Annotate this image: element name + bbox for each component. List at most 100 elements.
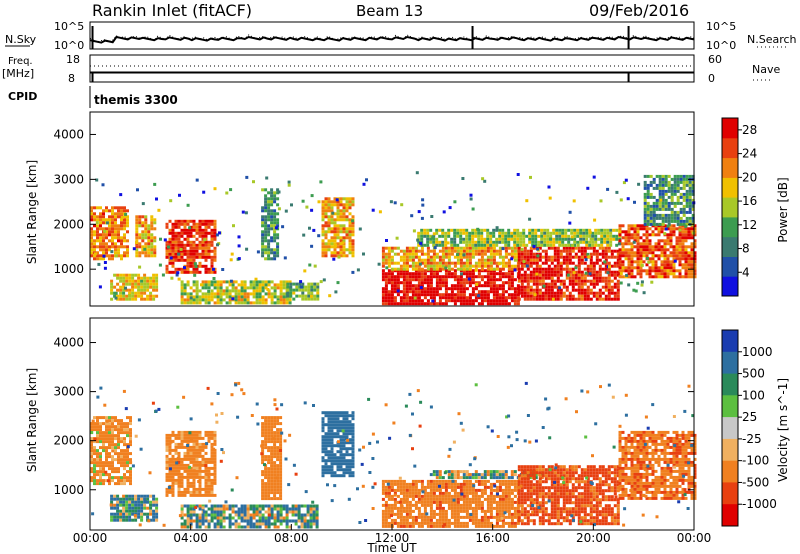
heat-cell	[324, 411, 328, 415]
heat-cell	[510, 299, 514, 303]
heat-cell	[93, 212, 96, 216]
heat-cell	[612, 228, 616, 232]
heat-speckle	[155, 197, 158, 201]
heat-cell	[267, 242, 271, 246]
heat-cell	[315, 510, 319, 514]
heat-speckle	[634, 289, 638, 293]
heat-cell	[267, 209, 271, 213]
heat-cell	[339, 411, 343, 415]
heat-cell	[621, 254, 625, 258]
heat-cell	[180, 504, 184, 508]
heat-cell	[240, 504, 244, 508]
heat-cell	[93, 416, 96, 420]
heat-cell	[510, 278, 514, 282]
heat-cell	[292, 291, 296, 295]
heat-cell	[652, 186, 656, 190]
heat-cell	[210, 478, 214, 482]
heat-cell	[119, 294, 123, 298]
heat-cell	[396, 281, 400, 285]
heat-cell	[405, 293, 409, 297]
heat-cell	[342, 254, 346, 258]
heat-cell	[279, 416, 283, 420]
heat-cell	[390, 299, 394, 303]
heat-cell	[483, 296, 487, 300]
heat-cell	[444, 302, 448, 306]
heat-cell	[477, 290, 481, 294]
heat-speckle	[474, 268, 478, 272]
heat-cell	[183, 292, 187, 296]
heat-cell	[207, 231, 211, 235]
heat-cell	[204, 513, 208, 517]
heat-cell	[264, 494, 268, 498]
heat-cell	[532, 279, 536, 283]
heat-cell	[93, 458, 96, 462]
heat-speckle	[558, 286, 562, 290]
heat-cell	[276, 295, 280, 299]
heat-cell	[186, 504, 190, 508]
heat-cell	[450, 252, 454, 256]
heat-cell	[459, 252, 463, 256]
heat-speckle	[570, 235, 574, 239]
heat-cell	[669, 224, 673, 228]
heat-cell	[213, 504, 217, 508]
heat-cell	[624, 233, 628, 237]
heat-cell	[140, 494, 144, 498]
heat-cell	[468, 281, 472, 285]
heat-cell	[174, 255, 178, 259]
heat-cell	[571, 297, 575, 301]
heat-cell	[131, 497, 135, 501]
heat-cell	[231, 504, 235, 508]
heat-cell	[420, 281, 424, 285]
heat-cell	[111, 437, 114, 441]
heat-cell	[108, 476, 111, 480]
heat-cell	[147, 242, 151, 246]
heat-cell	[180, 475, 184, 479]
heat-cell	[168, 252, 172, 256]
heat-cell	[399, 264, 403, 268]
heat-cell	[438, 267, 442, 271]
heat-cell	[117, 458, 120, 462]
heat-cell	[234, 504, 238, 508]
heat-speckle	[132, 247, 136, 251]
heat-cell	[690, 233, 694, 237]
heat-cell	[462, 290, 466, 294]
heat-cell	[324, 251, 328, 255]
heat-cell	[670, 192, 674, 196]
heat-cell	[667, 219, 671, 223]
heat-cell	[186, 243, 190, 247]
heat-cell	[477, 246, 481, 250]
heat-cell	[520, 261, 524, 265]
heat-cell	[675, 251, 679, 255]
heat-cell	[480, 275, 484, 279]
heat-cell	[486, 272, 490, 276]
heat-cell	[519, 240, 523, 244]
heat-cell	[516, 243, 520, 247]
heat-cell	[501, 272, 505, 276]
heat-cell	[639, 251, 643, 255]
colorbar-swatch	[722, 276, 738, 297]
heat-cell	[264, 416, 268, 420]
heat-cell	[177, 240, 181, 244]
heat-cell	[123, 233, 126, 237]
heat-cell	[330, 209, 334, 213]
heat-cell	[456, 231, 460, 235]
heat-cell	[381, 258, 385, 262]
heat-speckle	[419, 241, 423, 245]
heat-cell	[535, 288, 539, 292]
heat-cell	[402, 258, 406, 262]
heat-cell	[216, 516, 220, 520]
heat-cell	[459, 249, 463, 253]
heat-cell	[141, 239, 145, 243]
heat-cell	[661, 174, 665, 178]
heat-cell	[330, 227, 334, 231]
heat-cell	[117, 467, 120, 471]
heat-cell	[565, 267, 569, 271]
heat-cell	[120, 458, 123, 462]
heat-cell	[676, 213, 680, 217]
heat-cell	[627, 242, 631, 246]
colorbar-swatch	[722, 197, 738, 218]
heat-cell	[255, 289, 259, 293]
heat-cell	[426, 278, 430, 282]
heat-cell	[684, 236, 688, 240]
heat-cell	[618, 227, 622, 231]
